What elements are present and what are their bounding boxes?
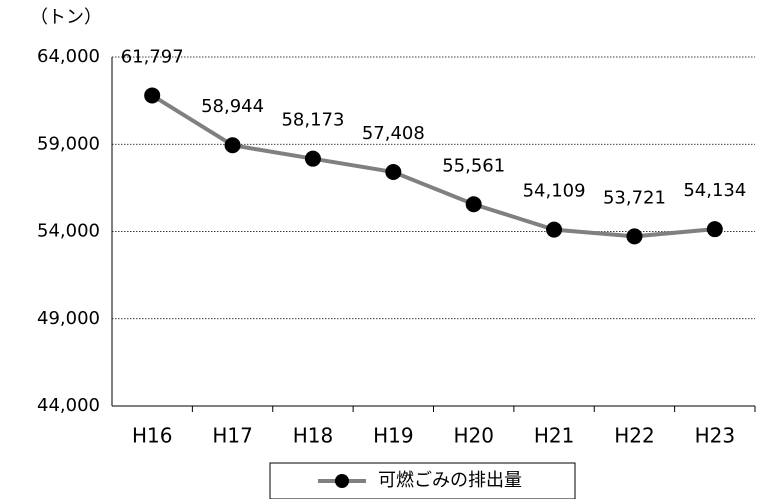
y-tick-label: 59,000	[37, 133, 100, 154]
data-point	[465, 196, 482, 213]
data-point	[626, 228, 643, 245]
x-tick-label: H19	[373, 424, 414, 448]
x-tick-label: H20	[453, 424, 494, 448]
x-tick-label: H16	[132, 424, 173, 448]
data-point	[224, 137, 241, 154]
data-label: 53,721	[603, 187, 666, 208]
data-point	[385, 164, 402, 181]
y-tick-label: 49,000	[37, 308, 100, 329]
data-label: 57,408	[362, 123, 425, 144]
data-label: 54,109	[523, 181, 586, 202]
x-tick-label: H23	[695, 424, 736, 448]
y-tick-label: 54,000	[37, 221, 100, 242]
data-label: 55,561	[442, 155, 505, 176]
x-tick-label: H21	[534, 424, 575, 448]
data-label: 58,173	[281, 110, 344, 131]
data-point	[304, 150, 321, 167]
data-label: 54,134	[683, 180, 746, 201]
data-line	[151, 93, 715, 239]
legend-label: 可燃ごみの排出量	[378, 470, 522, 491]
x-tick-label: H22	[614, 424, 655, 448]
y-tick-label: 64,000	[37, 46, 100, 67]
data-label: 61,797	[121, 46, 184, 67]
x-tick-label: H17	[212, 424, 253, 448]
x-tick-label: H18	[293, 424, 334, 448]
data-label: 58,944	[201, 96, 264, 117]
data-point	[144, 87, 161, 104]
legend-marker	[335, 474, 349, 488]
y-tick-label: 44,000	[37, 395, 100, 416]
y-axis-label: （トン）	[30, 7, 102, 28]
data-point	[706, 221, 723, 238]
data-point	[546, 221, 563, 238]
